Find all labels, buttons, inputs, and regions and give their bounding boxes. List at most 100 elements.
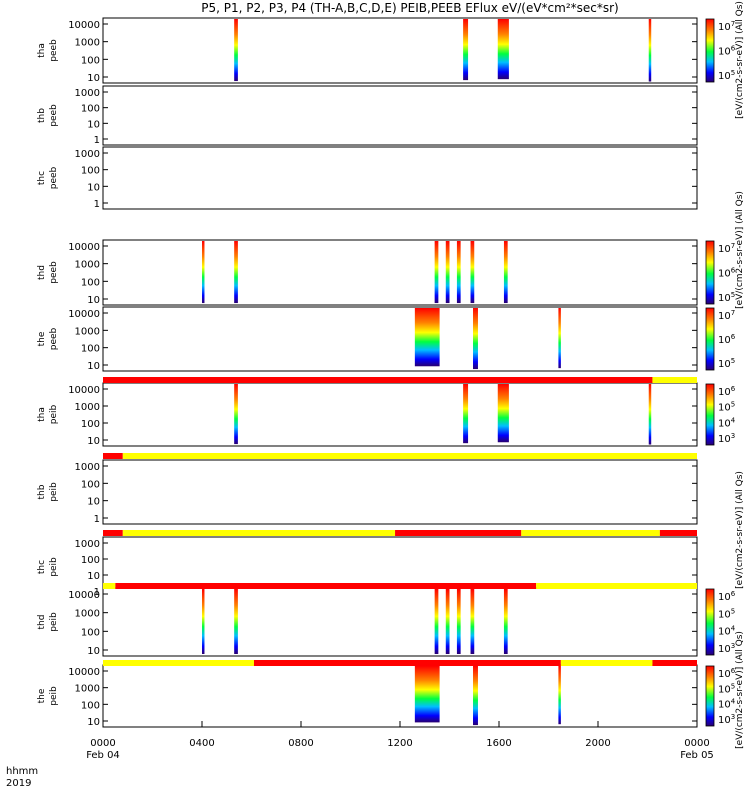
panel-frame: [102, 382, 698, 447]
burst-5: [470, 589, 475, 655]
panel-product-label: peib: [49, 482, 59, 502]
panel-product-label: peib: [49, 404, 59, 424]
colorbar-tick-label: 104: [718, 698, 736, 711]
panel-the_peeb: 10 100 1000 10000 the peeb: [37, 306, 698, 372]
status-segment-yellow: [122, 530, 396, 536]
panel-product-label: peeb: [49, 261, 59, 284]
burst-4: [456, 589, 461, 655]
panel-probe-label: tha: [37, 407, 47, 422]
ytick-label: 10: [87, 295, 100, 306]
burst-1: [234, 589, 238, 655]
ytick-label: 1000: [75, 609, 100, 620]
panel-probe-label: thd: [37, 615, 47, 630]
status-segment-yellow: [103, 583, 116, 589]
burst-3: [445, 589, 450, 655]
burst-3: [648, 19, 652, 82]
colorbar-units-label: [eV/(cm2-s-sr-eV)] (All Qs): [735, 1, 745, 119]
burst-2: [434, 589, 439, 655]
panel-thc_peeb: 1 10 100 1000 thc peeb: [37, 146, 698, 210]
burst-2: [558, 666, 561, 725]
ytick-label: 100: [81, 700, 100, 711]
status-bars-layer: [103, 377, 698, 666]
colorbar-tick-label: 106: [718, 667, 736, 680]
panel-frame: [102, 306, 698, 372]
burst-3: [648, 384, 652, 445]
ytick-label: 1: [94, 199, 100, 210]
status-segment-yellow: [521, 530, 660, 536]
status-segment-red: [115, 583, 537, 589]
ytick-label: 1000: [75, 326, 100, 337]
xtick-label: 0800: [288, 738, 313, 749]
ytick-label: 100: [81, 55, 100, 66]
status-segment-red: [253, 660, 561, 666]
panel-product-label: peeb: [49, 166, 59, 189]
status-segment-red: [103, 453, 123, 459]
panel-tha_peib: 10 100 1000 10000 tha peib: [37, 382, 698, 447]
burst-0: [234, 19, 238, 82]
ytick-label: 10000: [68, 309, 100, 320]
panel-frame: [102, 85, 698, 146]
ytick-label: 10: [87, 119, 100, 130]
ytick-label: 10: [87, 571, 100, 582]
burst-0: [202, 589, 205, 655]
time-axis-layer: hhmm 2019 0000 0400 0800 1200 1600 2000 0000Fe…: [6, 721, 714, 789]
colorbar-tick-label: 104: [718, 625, 736, 638]
status-segment-red: [395, 530, 522, 536]
burst-2: [497, 384, 509, 443]
burst-2: [497, 19, 509, 80]
status-segment-yellow: [560, 660, 653, 666]
status-bar-1: [103, 453, 698, 459]
colorbar-tick-label: 103: [718, 432, 735, 445]
colorbar-tick-label: 106: [718, 267, 736, 280]
status-segment-yellow: [652, 377, 697, 383]
status-segment-red: [103, 530, 123, 536]
burst-1: [473, 308, 478, 370]
ytick-label: 10: [87, 182, 100, 193]
colorbar-tick-label: 105: [718, 69, 735, 82]
panel-thb_peib: 1 10 100 1000 thb peib: [37, 459, 698, 525]
colorbar-units-label: [eV/(cm2-s-sr-eV)] (All Qs): [735, 631, 745, 749]
ytick-label: 10: [87, 646, 100, 657]
colorbar-tick-label: 103: [718, 713, 735, 726]
burst-2: [558, 308, 561, 369]
panel-product-label: peeb: [49, 39, 59, 62]
burst-1: [234, 241, 238, 304]
ytick-label: 100: [81, 344, 100, 355]
colorbar-tick-label: 105: [718, 357, 735, 370]
colorbar-rect: [705, 665, 715, 727]
panel-probe-label: thb: [37, 484, 47, 499]
colorbar-tick-label: 105: [718, 401, 735, 414]
panel-probe-label: thc: [37, 560, 47, 574]
burst-2: [434, 241, 439, 304]
panel-probe-label: the: [37, 688, 47, 703]
date-label: Feb 04: [86, 750, 120, 761]
panel-tha_peeb: 10 100 1000 10000 tha peeb: [37, 17, 698, 84]
ytick-label: 1000: [75, 684, 100, 695]
status-bar-4: [103, 660, 697, 666]
panel-frame: [102, 239, 698, 306]
colorbar-units-label: [eV/(cm2-s-sr-eV)] (All Qs): [735, 191, 745, 309]
colorbar-units-label: [eV/(cm2-s-sr-eV)] (All Qs): [735, 471, 745, 589]
colorbar-tick-label: 103: [718, 642, 735, 655]
status-bar-2: [103, 530, 697, 536]
ytick-label: 1000: [75, 402, 100, 413]
colorbar-thd_peib: 103 104 105 106: [705, 588, 736, 656]
panel-frame: [102, 459, 698, 525]
colorbar-tick-label: 104: [718, 416, 736, 429]
panel-probe-label: the: [37, 331, 47, 346]
status-segment-yellow: [103, 660, 254, 666]
panel-probe-label: thc: [37, 171, 47, 185]
colorbar-tick-label: 107: [718, 20, 735, 33]
colorbar-tick-label: 106: [718, 333, 736, 346]
ytick-label: 100: [81, 166, 100, 177]
panel-probe-label: thb: [37, 108, 47, 123]
colorbar-tick-label: 106: [718, 385, 736, 398]
status-segment-red: [652, 660, 697, 666]
panel-probe-label: thd: [37, 265, 47, 280]
xtick-label: 1200: [387, 738, 412, 749]
burst-1: [463, 384, 469, 444]
ytick-label: 10: [87, 497, 100, 508]
status-segment-red: [659, 530, 697, 536]
panel-product-label: peib: [49, 686, 59, 706]
